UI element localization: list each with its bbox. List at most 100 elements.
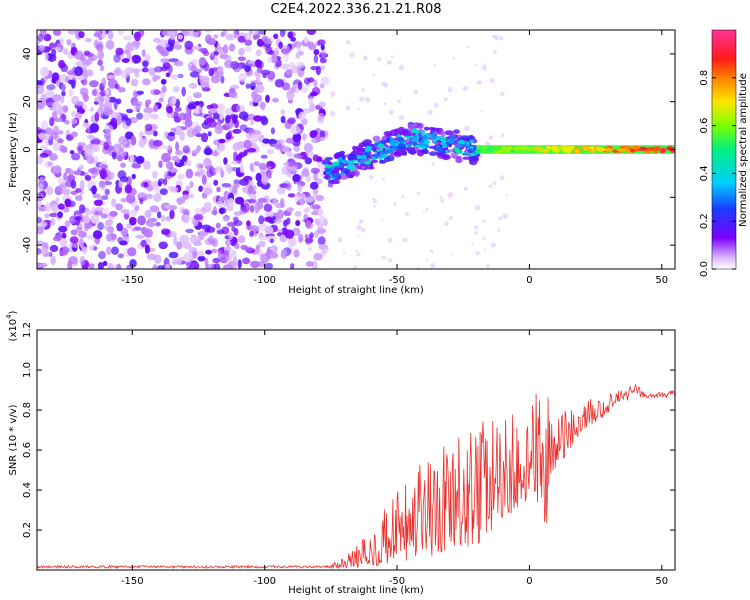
heatmap-cell — [217, 143, 226, 152]
heatmap-cell — [163, 204, 170, 209]
heatmap-cell — [117, 87, 126, 93]
heatmap-cell — [255, 84, 265, 94]
heatmap-cell — [169, 168, 178, 173]
colorbar-gradient — [711, 29, 737, 270]
heatmap-cell — [298, 111, 306, 121]
heatmap-cell — [115, 47, 124, 56]
figure-title: C2E4.2022.336.21.21.R08 — [270, 2, 441, 17]
heatmap-cell — [423, 139, 430, 145]
heatmap-cell — [309, 181, 319, 190]
heatmap-cell — [104, 124, 114, 134]
y-tick-label: 0.8 — [22, 402, 33, 418]
heatmap-cell — [97, 222, 104, 231]
heatmap-cell — [237, 235, 246, 244]
heatmap-cell — [69, 150, 75, 155]
heatmap-cell — [294, 210, 302, 217]
heatmap-cell — [151, 184, 160, 191]
heatmap-cell — [222, 215, 230, 223]
heatmap-cell — [434, 146, 443, 151]
heatmap-cell — [425, 207, 429, 212]
heatmap-cell — [46, 84, 56, 91]
heatmap-cell — [95, 206, 104, 212]
heatmap-cell — [119, 176, 129, 183]
heatmap-cell — [248, 185, 254, 194]
heatmap-cell — [407, 149, 417, 155]
heatmap-cell — [227, 197, 235, 208]
heatmap-cell — [189, 71, 200, 78]
heatmap-cell — [84, 52, 94, 57]
heatmap-cell — [428, 151, 438, 157]
heatmap-cell — [285, 137, 295, 144]
heatmap-cell — [57, 177, 65, 185]
heatmap-cell — [310, 167, 320, 174]
heatmap-cell — [106, 233, 112, 242]
heatmap-cell — [45, 186, 54, 196]
heatmap-cell — [377, 149, 384, 152]
heatmap-cell — [468, 146, 474, 149]
y-tick-label: 1.2 — [22, 322, 33, 338]
heatmap-cell — [118, 180, 123, 188]
heatmap-cell — [38, 132, 47, 141]
heatmap-cell — [117, 253, 125, 259]
heatmap-cell — [40, 120, 49, 130]
heatmap-cell — [489, 78, 495, 84]
heatmap-cell — [213, 179, 219, 186]
heatmap-cell — [125, 117, 132, 126]
y-tick-label: 0.2 — [22, 522, 33, 538]
heatmap-cell — [160, 51, 168, 56]
heatmap-cell — [266, 70, 276, 80]
heatmap-cell — [432, 138, 437, 143]
heatmap-cell — [64, 120, 70, 125]
heatmap-cell — [387, 258, 393, 263]
heatmap-cell — [312, 189, 319, 194]
heatmap-cell — [82, 103, 88, 110]
heatmap-cell — [281, 166, 292, 175]
heatmap-cell — [499, 175, 505, 181]
heatmap-cell — [393, 128, 402, 134]
heatmap-cell — [192, 101, 202, 106]
heatmap-cell — [200, 132, 209, 143]
heatmap-cell — [197, 30, 202, 35]
heatmap-cell — [596, 147, 606, 152]
heatmap-cell — [313, 79, 318, 88]
heatmap-cell — [249, 230, 254, 237]
heatmap-cell — [287, 117, 296, 124]
heatmap-cell — [103, 141, 109, 151]
heatmap-cell — [280, 109, 286, 116]
heatmap-cell — [310, 66, 319, 71]
heatmap-cell — [356, 252, 361, 257]
heatmap-cell — [217, 249, 223, 260]
heatmap-cell — [51, 49, 57, 57]
heatmap-cell — [321, 159, 331, 166]
heatmap-cell — [160, 78, 167, 85]
heatmap-cell — [317, 112, 325, 121]
heatmap-cell — [214, 165, 221, 174]
heatmap-cell — [356, 145, 363, 151]
heatmap-cell — [70, 179, 77, 189]
heatmap-cell — [45, 127, 53, 135]
heatmap-cell — [78, 142, 86, 147]
heatmap-cell — [51, 204, 59, 213]
heatmap-cell — [279, 234, 288, 243]
x-tick-label: -150 — [121, 275, 144, 286]
heatmap-cell — [253, 115, 263, 122]
heatmap-cell — [206, 37, 216, 46]
heatmap-cell — [366, 139, 371, 145]
heatmap-cell — [126, 108, 134, 114]
heatmap-cell — [74, 66, 83, 77]
heatmap-cell — [480, 109, 483, 113]
heatmap-cell — [135, 40, 140, 49]
heatmap-cell — [94, 96, 101, 102]
heatmap-cell — [286, 151, 293, 157]
heatmap-cell — [90, 214, 100, 224]
heatmap-cell — [496, 145, 504, 151]
heatmap-cell — [152, 74, 158, 82]
heatmap-cell — [130, 78, 139, 87]
heatmap-cell — [130, 135, 137, 146]
heatmap-cell — [37, 156, 42, 165]
heatmap-cell — [497, 229, 501, 232]
heatmap-cell — [160, 58, 171, 64]
heatmap-cell — [653, 146, 662, 151]
heatmap-cell — [481, 64, 487, 71]
heatmap-cell — [307, 77, 315, 83]
